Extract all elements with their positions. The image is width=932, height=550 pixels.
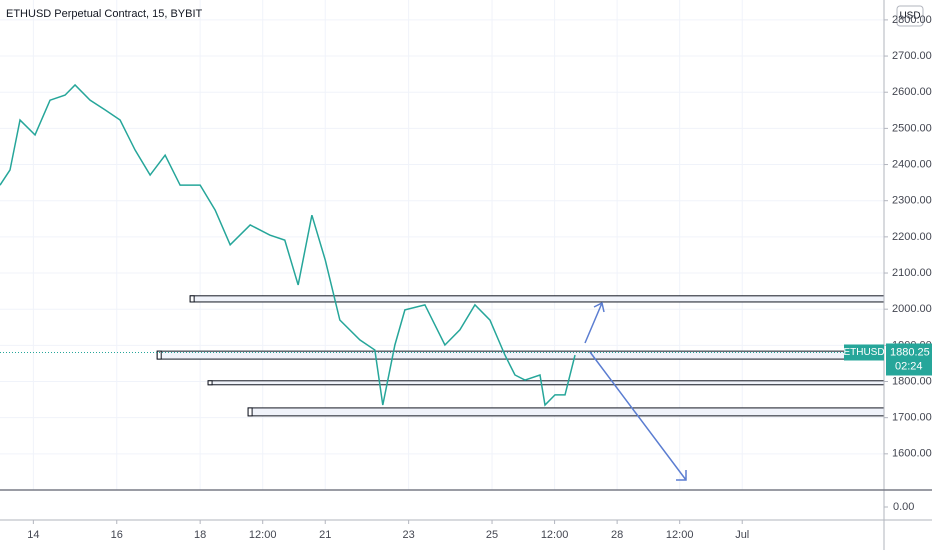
x-tick-label: 12:00 bbox=[249, 529, 277, 541]
up-arrow bbox=[584, 301, 605, 344]
x-tick-label: 28 bbox=[611, 529, 623, 541]
chart-title: ETHUSD Perpetual Contract, 15, BYBIT bbox=[6, 8, 203, 20]
x-tick-label: 12:00 bbox=[666, 529, 694, 541]
price-tag bbox=[886, 343, 932, 376]
zone-handle bbox=[207, 380, 213, 386]
down-arrow bbox=[589, 351, 687, 481]
y-tick-label: 2400.00 bbox=[892, 158, 932, 170]
y-tick-label: 1800.00 bbox=[892, 375, 932, 387]
y-tick-label: 2100.00 bbox=[892, 267, 932, 279]
countdown-label: 02:24 bbox=[895, 360, 923, 372]
symbol-label: ETHUSD bbox=[843, 347, 884, 358]
x-tick-label: 14 bbox=[27, 529, 39, 541]
symbol-tag bbox=[844, 344, 884, 361]
x-tick-label: 12:00 bbox=[541, 529, 569, 541]
x-tick-label: 18 bbox=[194, 529, 206, 541]
y-tick-label: 2200.00 bbox=[892, 231, 932, 243]
x-tick-label: 25 bbox=[486, 529, 498, 541]
x-tick-label: Jul bbox=[735, 529, 749, 541]
currency-label: USD bbox=[899, 11, 920, 22]
x-tick-label: 23 bbox=[403, 529, 415, 541]
y-tick-label: 2700.00 bbox=[892, 50, 932, 62]
indicator-tick-label: 0.00 bbox=[893, 501, 914, 513]
zone bbox=[207, 380, 885, 386]
y-tick-label: 1700.00 bbox=[892, 412, 932, 424]
zone bbox=[247, 407, 885, 417]
y-tick-label: 2800.00 bbox=[892, 14, 932, 26]
y-tick-label: 2300.00 bbox=[892, 195, 932, 207]
price-line bbox=[0, 83, 576, 407]
x-tick-label: 21 bbox=[319, 529, 331, 541]
currency-button[interactable] bbox=[896, 5, 924, 27]
y-tick-label: 2000.00 bbox=[892, 303, 932, 315]
y-tick-label: 2500.00 bbox=[892, 122, 932, 134]
y-tick-label: 1600.00 bbox=[892, 448, 932, 460]
arrows bbox=[584, 301, 687, 481]
plot bbox=[0, 83, 885, 417]
zone-handle bbox=[247, 407, 253, 417]
price-label: 1880.25 bbox=[890, 346, 930, 358]
y-tick-label: 2600.00 bbox=[892, 86, 932, 98]
zone-handle bbox=[156, 350, 162, 360]
zone bbox=[189, 295, 885, 303]
x-tick-label: 16 bbox=[111, 529, 123, 541]
zone-handle bbox=[189, 295, 195, 303]
